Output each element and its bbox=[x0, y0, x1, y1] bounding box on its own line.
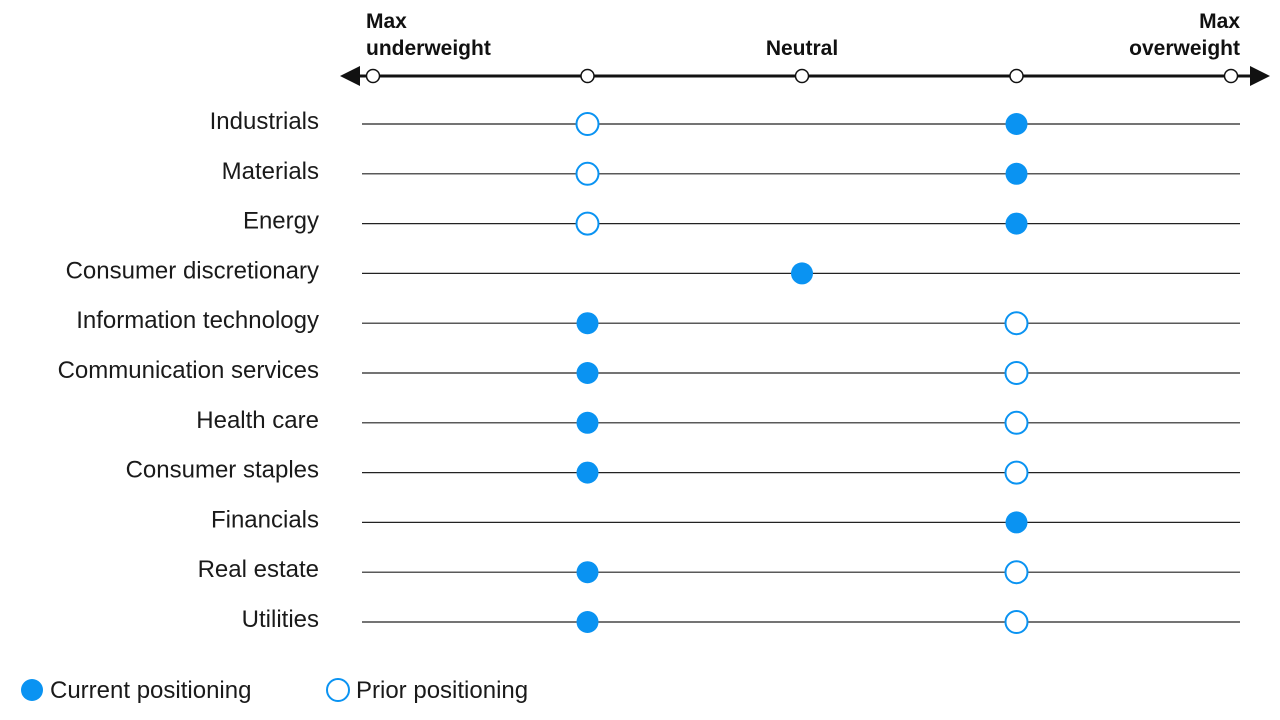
sector-label: Health care bbox=[196, 407, 319, 434]
scale-tick-4 bbox=[1223, 68, 1239, 84]
prior-positioning-marker bbox=[575, 112, 600, 136]
scale-label: Neutral bbox=[766, 37, 838, 60]
current-positioning-marker bbox=[576, 362, 599, 384]
scale-label: Max bbox=[366, 10, 407, 33]
prior-positioning-marker bbox=[575, 211, 600, 236]
current-positioning-marker bbox=[1005, 212, 1028, 235]
sector-rows: Industrials Materials Energy Consumer discr… bbox=[58, 108, 1240, 634]
current-positioning-marker bbox=[576, 561, 599, 584]
sector-row: Materials bbox=[222, 158, 1240, 186]
scale-label: overweight bbox=[1129, 37, 1240, 60]
prior-positioning-marker bbox=[1004, 560, 1029, 585]
current-positioning-marker bbox=[1005, 511, 1028, 534]
scale-tick-3 bbox=[1009, 68, 1024, 84]
sector-row: Financials bbox=[211, 506, 1240, 534]
sector-row: Utilities bbox=[242, 606, 1240, 634]
sector-row: Information technology bbox=[76, 307, 1240, 336]
current-positioning-marker bbox=[576, 461, 599, 484]
prior-positioning-marker bbox=[1004, 460, 1029, 485]
sector-label: Consumer staples bbox=[126, 457, 319, 484]
prior-positioning-marker bbox=[1004, 610, 1029, 634]
sector-row: Energy bbox=[243, 208, 1240, 236]
prior-positioning-marker bbox=[1004, 311, 1029, 336]
legend-label: Prior positioning bbox=[356, 677, 528, 704]
sector-row: Communication services bbox=[58, 357, 1240, 385]
sector-label: Utilities bbox=[242, 606, 319, 633]
current-positioning-marker bbox=[791, 262, 813, 285]
sector-label: Materials bbox=[222, 158, 319, 185]
sector-label: Financials bbox=[211, 506, 319, 533]
sector-label: Communication services bbox=[58, 357, 319, 384]
scale-label: underweight bbox=[366, 37, 491, 60]
current-positioning-marker bbox=[1005, 113, 1028, 135]
sector-row: Consumer discretionary bbox=[66, 257, 1240, 285]
sector-row: Industrials bbox=[210, 108, 1240, 136]
legend-filled-marker-icon bbox=[21, 679, 43, 701]
scale-arrow-right-icon bbox=[1250, 66, 1270, 86]
legend-item: Current positioning bbox=[21, 677, 251, 704]
current-positioning-marker bbox=[1005, 162, 1028, 185]
legend-item: Prior positioning bbox=[326, 677, 528, 704]
sector-row: Consumer staples bbox=[126, 457, 1240, 485]
scale-tick-2 bbox=[794, 68, 810, 84]
sector-label: Consumer discretionary bbox=[66, 257, 319, 284]
legend-label: Current positioning bbox=[50, 677, 251, 704]
sector-row: Real estate bbox=[198, 556, 1240, 585]
scale-axis: Max underweight Neutral Max overweight bbox=[340, 10, 1270, 86]
scale-arrow-left-icon bbox=[340, 66, 360, 86]
scale-tick-1 bbox=[580, 68, 595, 84]
sector-label: Information technology bbox=[76, 307, 319, 334]
prior-positioning-marker bbox=[1004, 361, 1029, 385]
current-positioning-marker bbox=[576, 312, 599, 335]
sector-label: Energy bbox=[243, 208, 319, 235]
sector-row: Health care bbox=[196, 407, 1240, 435]
scale-label: Max bbox=[1199, 10, 1240, 33]
sector-label: Real estate bbox=[198, 556, 319, 583]
prior-positioning-marker bbox=[575, 161, 600, 186]
prior-positioning-marker bbox=[1004, 410, 1029, 435]
scale-tick-0 bbox=[365, 68, 381, 84]
legend-hollow-marker-icon bbox=[326, 678, 350, 702]
current-positioning-marker bbox=[576, 411, 599, 434]
legend: Current positioning Prior positioning bbox=[21, 677, 528, 704]
sector-label: Industrials bbox=[210, 108, 319, 135]
current-positioning-marker bbox=[576, 611, 599, 633]
